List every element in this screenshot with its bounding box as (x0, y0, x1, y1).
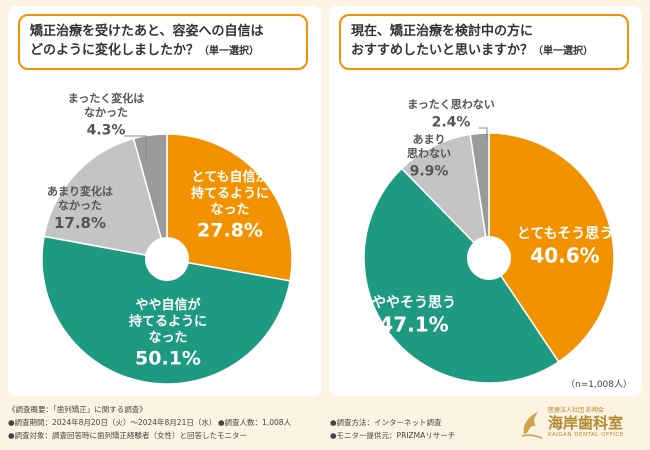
survey-footer: 《調査概要：「歯列矯正」に関する調査》 ●調査期間：2024年8月20日（火）～… (0, 402, 650, 450)
pie-slice (363, 167, 560, 384)
pie-chart-confidence: とても自信が持てるようになった27.8%やや自信が持てるようになった50.1%あ… (41, 91, 293, 385)
survey-provider: ●モニター提供元：PRIZMAリサーチ (330, 431, 456, 440)
slice-label-line: なかった (58, 199, 102, 212)
slice-label: まったく思わない (407, 98, 495, 111)
slice-label-line: なった (210, 203, 249, 218)
sample-size: （n=1,008人） (565, 380, 632, 390)
pie-slice (469, 132, 490, 259)
slice-percent: 17.8% (54, 214, 106, 232)
slice-label: やや自信が持てるようになった (129, 297, 207, 346)
slice-label-line: なかった (84, 106, 128, 119)
survey-heading: 《調査概要：「歯列矯正」に関する調査》 (8, 405, 147, 414)
slice-label-line: 思わない (407, 147, 451, 160)
slice-label-line: あまり変化は (47, 184, 113, 198)
question-title-1-line1: 矯正治療を受けたあと、容姿への自信は (30, 24, 264, 39)
chart-panel-recommend: 現在、矯正治療を検討中の方に おすすめしたいと思いますか？（単一選択） とてもそ… (329, 6, 642, 396)
question-title-1-line2: どのように変化しましたか？ (30, 43, 200, 58)
chart-panel-confidence: 矯正治療を受けたあと、容姿への自信は どのように変化しましたか？（単一選択） と… (8, 6, 321, 396)
pie-slice (43, 137, 169, 260)
slice-percent: 50.1% (135, 347, 201, 369)
slice-label-line: まったく変化は (68, 91, 145, 105)
slice-percent: 4.3% (87, 122, 126, 138)
slice-label-line: ややそう思う (372, 295, 456, 311)
slice-label-line: やや自信が (135, 297, 200, 313)
slice-label-line: まったく思わない (407, 98, 495, 111)
slice-label: ややそう思う (372, 295, 456, 311)
question-title-2-line2: おすすめしたいと思いますか？ (351, 43, 534, 58)
slice-percent: 9.9% (410, 163, 449, 179)
slice-label-line: なった (148, 331, 187, 346)
slice-percent: 2.4% (432, 115, 471, 131)
slice-label-line: 持てるように (191, 185, 269, 201)
question-title-1: 矯正治療を受けたあと、容姿への自信は どのように変化しましたか？（単一選択） (18, 14, 308, 70)
leader-line (479, 127, 488, 140)
question-title-2-line1: 現在、矯正治療を検討中の方に (351, 24, 534, 39)
survey-target: ●調査対象：調査回答時に歯列矯正経験者（女性）と回答したモニター (8, 431, 248, 440)
pie-slice (488, 132, 615, 363)
slice-label-line: とても自信が (192, 169, 269, 185)
question-title-2-subtitle: （単一選択） (533, 46, 594, 57)
dolphin-logo-icon (521, 412, 543, 439)
leader-line (124, 135, 147, 161)
donut-hole (145, 237, 189, 281)
slice-label: とてもそう思う (517, 226, 614, 242)
pie-slice (132, 133, 168, 260)
pie-slice (400, 133, 491, 261)
donut-hole (467, 236, 511, 280)
slice-percent: 27.8% (197, 219, 263, 241)
survey-count: ●調査人数：1,008人 (218, 418, 292, 427)
question-title-1-subtitle: （単一選択） (199, 46, 260, 57)
survey-method: ●調査方法：インターネット調査 (330, 418, 442, 427)
slice-label: あまり変化はなかった (47, 184, 113, 212)
clinic-logo: 医療法人社団 彩翔会 海岸歯科室 KAIGAN DENTAL OFFICE (520, 404, 640, 444)
slice-label: まったく変化はなかった (68, 91, 145, 119)
slice-label-line: あまり (413, 133, 446, 146)
question-title-2: 現在、矯正治療を検討中の方に おすすめしたいと思いますか？（単一選択） (339, 14, 629, 70)
pie-slice (166, 133, 293, 282)
slice-percent: 47.1% (379, 313, 448, 337)
slice-label: とても自信が持てるようになった (191, 169, 269, 218)
survey-period: ●調査期間：2024年8月20日（火）～2024年8月21日（水） (8, 418, 217, 427)
slice-label: あまり思わない (407, 133, 451, 160)
logo-english: KAIGAN DENTAL OFFICE (548, 432, 624, 438)
logo-name: 海岸歯科室 (548, 414, 624, 432)
pie-slice (41, 235, 291, 385)
slice-percent: 40.6% (530, 244, 599, 268)
slice-label-line: とてもそう思う (517, 226, 614, 242)
logo-org: 医療法人社団 彩翔会 (548, 407, 604, 414)
slice-label-line: 持てるように (129, 313, 207, 329)
pie-chart-recommend: とてもそう思う 40.6% ややそう思う 47.1% あまり思わない 9.9% まったく思わ… (363, 98, 615, 384)
